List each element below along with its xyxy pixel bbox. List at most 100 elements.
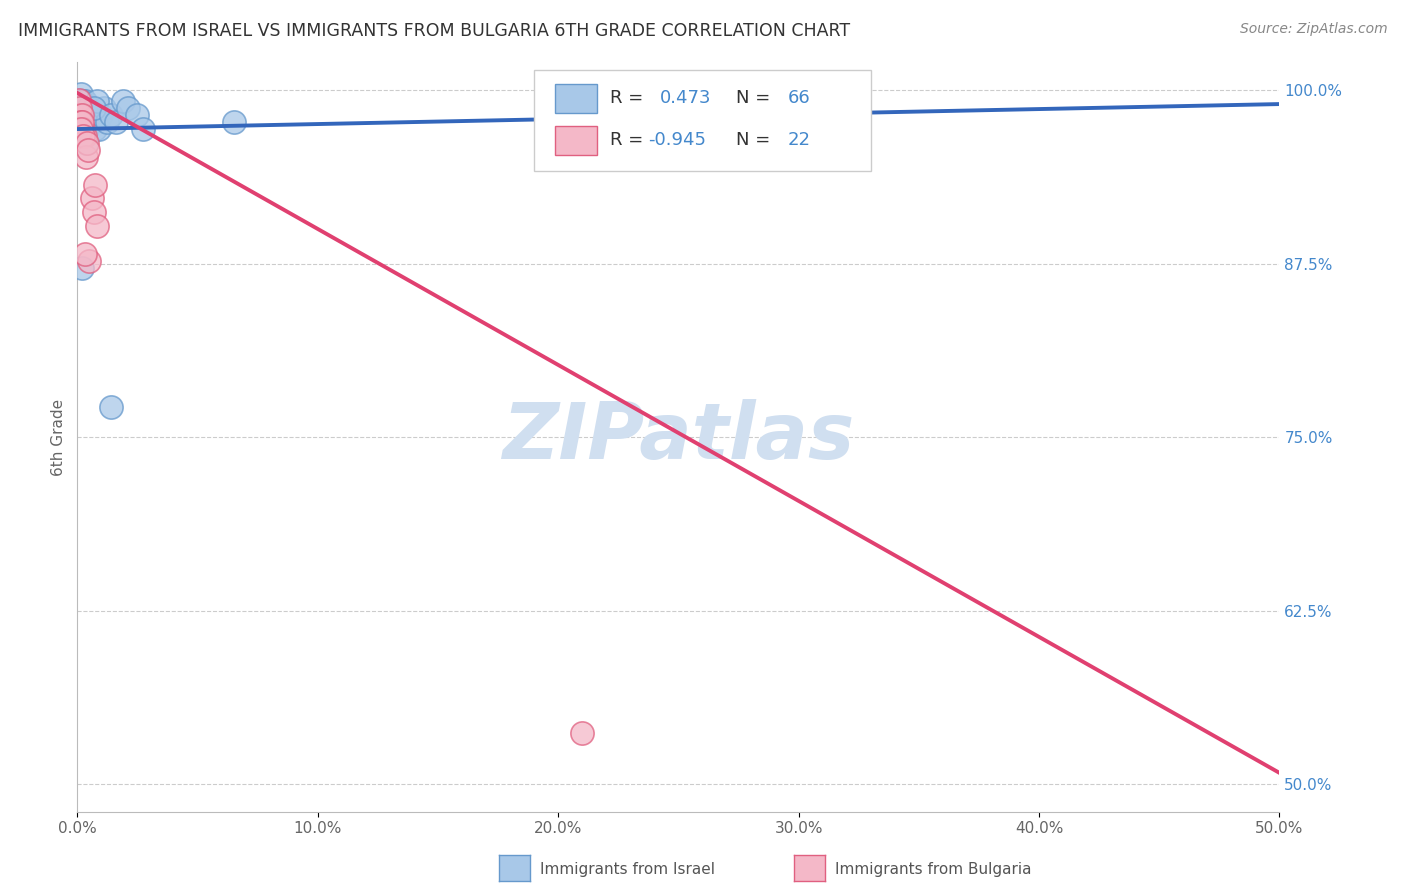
Point [84, 122, 107, 136]
Point [67, 122, 90, 136]
Point [70, 115, 93, 129]
FancyBboxPatch shape [554, 84, 596, 112]
Point [76, 108, 98, 122]
Point [67, 93, 90, 107]
Point [69, 108, 91, 122]
Point [111, 95, 134, 109]
Point [70, 115, 93, 129]
Text: N =: N = [737, 89, 776, 107]
Point [70, 95, 93, 109]
Point [72, 122, 94, 136]
Point [70, 108, 93, 122]
Point [73, 101, 96, 115]
Point [69, 122, 91, 136]
Point [70, 115, 93, 129]
Point [79, 115, 101, 129]
Point [72, 115, 94, 129]
Text: -0.945: -0.945 [648, 130, 706, 149]
Point [104, 115, 127, 129]
Point [70, 122, 93, 136]
Point [90, 108, 112, 122]
Point [67, 95, 90, 109]
Point [70, 122, 93, 136]
Point [100, 400, 122, 414]
Point [80, 191, 103, 205]
Point [70, 122, 93, 136]
Point [67, 128, 90, 142]
Point [96, 115, 118, 129]
Point [100, 108, 122, 122]
Point [67, 115, 90, 129]
Point [69, 101, 91, 115]
Text: Source: ZipAtlas.com: Source: ZipAtlas.com [1240, 22, 1388, 37]
Point [67, 122, 90, 136]
Text: Immigrants from Bulgaria: Immigrants from Bulgaria [835, 863, 1032, 877]
Point [73, 247, 96, 261]
Point [72, 128, 94, 143]
FancyBboxPatch shape [554, 126, 596, 154]
Text: R =: R = [610, 130, 650, 149]
Point [83, 101, 105, 115]
Point [70, 120, 93, 135]
Text: Immigrants from Israel: Immigrants from Israel [540, 863, 714, 877]
Point [69, 115, 91, 129]
Point [72, 95, 94, 109]
Point [117, 101, 139, 115]
Point [77, 143, 100, 157]
Point [571, 725, 593, 739]
Point [69, 128, 91, 143]
Point [70, 108, 93, 122]
Point [67, 93, 90, 107]
Point [79, 253, 101, 268]
Point [72, 101, 94, 115]
Point [76, 136, 98, 150]
Point [69, 122, 91, 136]
Point [70, 115, 93, 129]
Point [75, 150, 97, 164]
Point [70, 95, 93, 109]
Point [70, 108, 93, 122]
Point [70, 101, 93, 115]
Point [69, 105, 91, 120]
Point [222, 115, 245, 129]
Point [69, 115, 91, 129]
Point [70, 101, 93, 115]
Point [73, 128, 96, 143]
Point [75, 108, 97, 122]
Point [67, 115, 90, 129]
Point [127, 108, 149, 122]
Point [73, 95, 96, 109]
Y-axis label: 6th Grade: 6th Grade [51, 399, 66, 475]
Point [73, 108, 96, 122]
Text: N =: N = [737, 130, 776, 149]
Point [70, 260, 93, 275]
Point [69, 101, 91, 115]
Point [84, 178, 107, 192]
Text: ZIPatlas: ZIPatlas [502, 399, 855, 475]
Text: 66: 66 [787, 89, 810, 107]
Point [70, 122, 93, 136]
Point [77, 101, 100, 115]
Point [132, 122, 155, 136]
Point [70, 115, 93, 129]
Point [72, 101, 94, 115]
Point [93, 101, 115, 115]
Point [69, 115, 91, 129]
Text: R =: R = [610, 89, 650, 107]
Text: 0.473: 0.473 [661, 89, 711, 107]
Point [70, 108, 93, 122]
Point [80, 115, 103, 129]
FancyBboxPatch shape [534, 70, 870, 171]
Point [86, 95, 108, 109]
Point [87, 122, 110, 136]
Point [77, 101, 100, 115]
Point [86, 219, 108, 234]
Point [70, 108, 93, 122]
Point [69, 120, 91, 134]
Point [67, 95, 90, 109]
Text: 22: 22 [787, 130, 811, 149]
Point [75, 136, 97, 150]
Point [70, 87, 93, 102]
Point [67, 113, 90, 128]
Point [76, 122, 98, 136]
